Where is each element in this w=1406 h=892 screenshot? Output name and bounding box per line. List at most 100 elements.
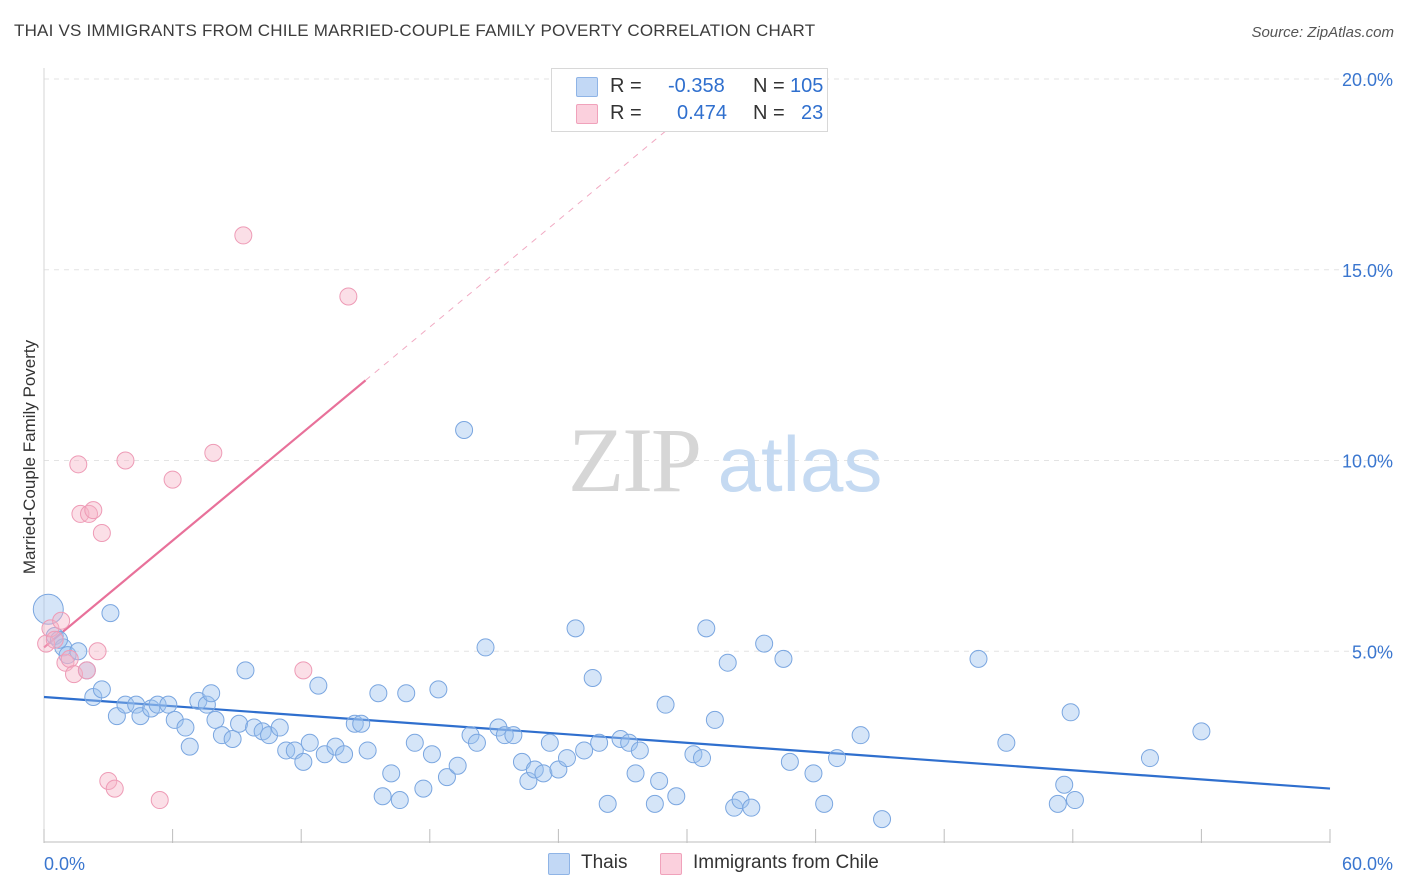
point-thais <box>180 737 199 756</box>
point-thais <box>373 787 392 806</box>
stats-swatch-thais <box>576 77 598 97</box>
point-chile <box>116 451 135 470</box>
point-chile <box>99 771 118 790</box>
point-thais <box>684 745 703 764</box>
point-thais <box>656 695 675 714</box>
point-thais <box>476 638 495 657</box>
point-thais <box>705 710 724 729</box>
data-points <box>32 226 1211 829</box>
trend-line <box>43 379 367 649</box>
point-thais <box>804 764 823 783</box>
grid-lines <box>44 78 1394 652</box>
point-thais <box>352 714 371 733</box>
point-thais <box>873 810 892 829</box>
point-thais <box>405 733 424 752</box>
stats-r-value: -0.358 <box>668 75 725 97</box>
point-chile <box>52 611 71 630</box>
point-thais <box>397 684 416 703</box>
point-thais <box>448 756 467 775</box>
point-thais <box>1055 775 1074 794</box>
point-thais <box>294 752 313 771</box>
point-chile <box>150 791 169 810</box>
point-thais <box>718 653 737 672</box>
point-thais <box>851 726 870 745</box>
stats-n-label: N = <box>753 75 785 97</box>
point-thais <box>32 593 64 625</box>
point-thais <box>212 726 231 745</box>
point-thais <box>127 695 146 714</box>
point-thais <box>414 779 433 798</box>
point-chile <box>84 501 103 520</box>
y-tick-label: 15.0% <box>1342 261 1393 281</box>
point-thais <box>335 745 354 764</box>
point-thais <box>300 733 319 752</box>
point-thais <box>131 707 150 726</box>
point-thais <box>165 710 184 729</box>
point-thais <box>230 714 249 733</box>
point-thais <box>525 760 544 779</box>
point-thais <box>148 695 167 714</box>
point-thais <box>1048 794 1067 813</box>
point-thais <box>731 791 750 810</box>
point-thais <box>437 768 456 787</box>
point-thais <box>116 695 135 714</box>
x-tick-label: 60.0% <box>1342 854 1393 874</box>
point-thais <box>92 680 111 699</box>
point-thais <box>489 718 508 737</box>
point-chile <box>37 634 56 653</box>
tick-labels: 5.0% 10.0% 15.0% 20.0% 0.0% 60.0% <box>44 70 1393 874</box>
point-thais <box>236 661 255 680</box>
source-label: Source: ZipAtlas.com <box>1251 24 1394 41</box>
point-chile <box>234 226 253 245</box>
point-chile <box>339 287 358 306</box>
point-thais <box>159 695 178 714</box>
stats-r-value: 0.474 <box>677 102 728 124</box>
point-chile <box>60 649 79 668</box>
point-thais <box>1140 749 1159 768</box>
point-chile <box>77 661 96 680</box>
trend-lines <box>43 112 1331 790</box>
legend-swatch-chile <box>660 853 682 875</box>
point-thais <box>997 733 1016 752</box>
point-thais <box>206 710 225 729</box>
point-thais <box>583 668 602 687</box>
point-thais <box>667 787 686 806</box>
point-thais <box>575 741 594 760</box>
stats-n-value: 23 <box>801 102 824 124</box>
point-thais <box>650 771 669 790</box>
point-thais <box>202 684 221 703</box>
point-chile <box>105 779 124 798</box>
stats-r-label: R = <box>610 102 642 124</box>
chart-title: THAI VS IMMIGRANTS FROM CHILE MARRIED-CO… <box>14 21 816 40</box>
stats-n-label: N = <box>753 102 785 124</box>
point-thais <box>345 714 364 733</box>
point-thais <box>455 420 474 439</box>
trend-line-extension <box>365 112 688 381</box>
point-thais <box>315 745 334 764</box>
point-thais <box>223 729 242 748</box>
point-thais <box>540 733 559 752</box>
point-thais <box>1065 791 1084 810</box>
trend-line <box>43 695 1331 790</box>
axes <box>43 68 1331 843</box>
point-thais <box>697 619 716 638</box>
point-thais <box>1192 722 1211 741</box>
legend-swatch-thais <box>548 853 570 875</box>
point-thais <box>815 794 834 813</box>
point-thais <box>630 741 649 760</box>
watermark-zip: ZIP <box>568 409 700 511</box>
point-thais <box>557 749 576 768</box>
stats-box: R = -0.358 N = 105 R = 0.474 N = 23 <box>551 68 828 132</box>
point-thais <box>645 794 664 813</box>
stats-swatch-chile <box>576 104 598 124</box>
x-tick-label: 0.0% <box>44 854 85 874</box>
point-chile <box>204 443 223 462</box>
y-tick-label: 20.0% <box>1342 70 1393 90</box>
point-thais <box>1061 703 1080 722</box>
point-thais <box>590 733 609 752</box>
point-thais <box>270 718 289 737</box>
point-chile <box>69 455 88 474</box>
point-thais <box>780 752 799 771</box>
stats-r-label: R = <box>610 75 642 97</box>
